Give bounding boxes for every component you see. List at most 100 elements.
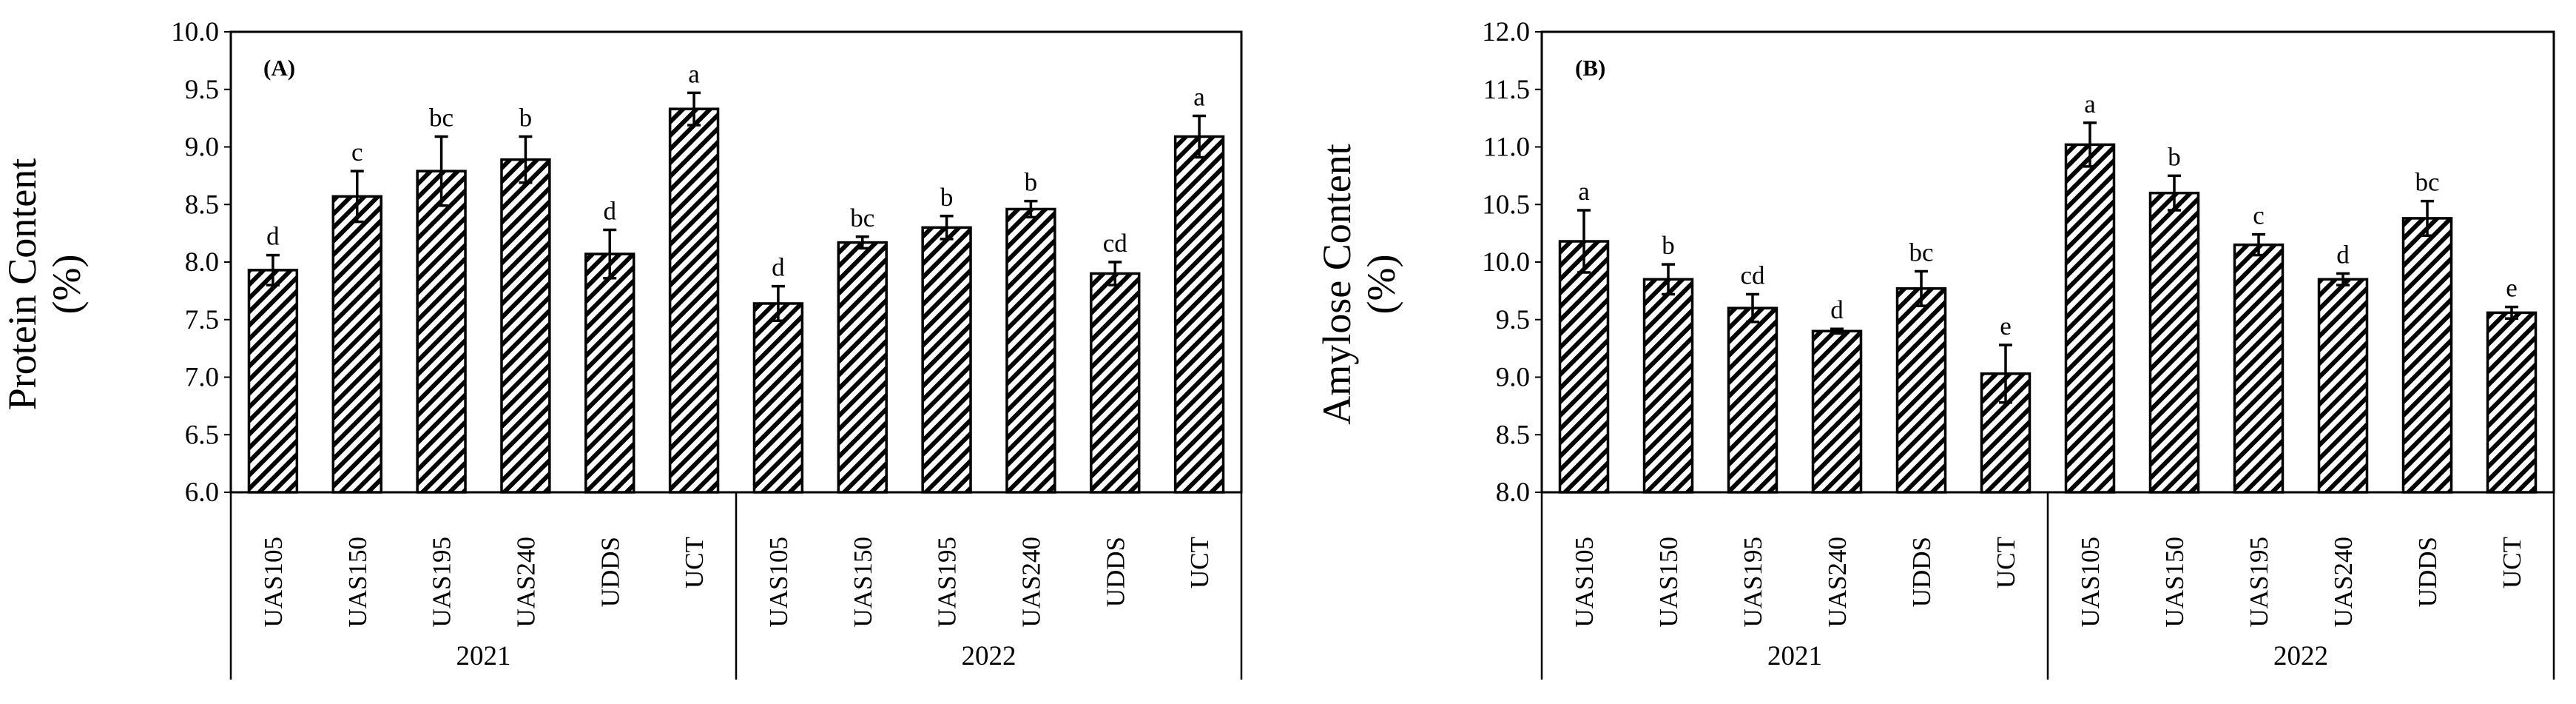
x-category-label: UAS105 — [2076, 537, 2105, 628]
x-category-label: UAS240 — [2329, 537, 2358, 628]
x-category-label: UDDS — [1101, 537, 1130, 607]
bar — [668, 107, 720, 494]
significance-letter: d — [1830, 295, 1844, 324]
x-category-label: UDDS — [1907, 537, 1936, 607]
significance-letter: c — [351, 138, 363, 167]
x-category-label: UAS195 — [428, 537, 456, 628]
x-category-label: UDDS — [2413, 537, 2442, 607]
significance-letter: bc — [1909, 238, 1933, 266]
x-group-label: 2022 — [2273, 641, 2328, 671]
significance-letter: bc — [850, 204, 874, 232]
bar — [500, 158, 551, 494]
significance-letter: d — [604, 196, 617, 225]
significance-letter: d — [266, 222, 280, 251]
significance-letter: e — [2000, 312, 2012, 341]
x-category-label: UAS150 — [343, 537, 372, 628]
y-tick-label-b: 11.0 — [1483, 133, 1530, 163]
bar — [921, 226, 972, 494]
y-tick-label-a: 6.0 — [185, 477, 219, 508]
y-tick-label-a: 6.5 — [185, 420, 219, 450]
x-category-label: UAS105 — [259, 537, 288, 628]
y-tick-label-b: 10.5 — [1482, 190, 1530, 220]
x-category-label: UAS105 — [764, 537, 793, 628]
bar — [1173, 135, 1225, 494]
significance-letter: d — [2336, 241, 2350, 269]
bar — [1727, 306, 1778, 494]
y-tick-label-b: 12.0 — [1482, 17, 1530, 47]
y-axis-label-a-line1: Protein Content — [0, 158, 44, 410]
significance-letter: b — [2168, 142, 2181, 171]
x-group-label: 2021 — [456, 641, 511, 671]
y-tick-label-a: 8.5 — [185, 190, 219, 220]
panel-label-a: (A) — [263, 55, 295, 81]
bar — [1811, 329, 1863, 494]
x-category-label: UAS240 — [1016, 537, 1045, 628]
y-tick-label-a: 10.0 — [171, 17, 219, 47]
bar — [752, 302, 804, 494]
bar — [1090, 272, 1141, 494]
y-axis-label-a: Protein Content (%) — [0, 158, 89, 410]
bar — [247, 269, 299, 494]
x-category-label: UAS240 — [511, 537, 540, 628]
y-tick-label-a: 9.5 — [185, 75, 219, 105]
bar — [2486, 311, 2538, 494]
bar — [2233, 243, 2285, 494]
significance-letter: b — [519, 104, 533, 133]
y-tick-label-a: 7.5 — [185, 305, 219, 335]
x-category-label: UAS150 — [2160, 537, 2189, 628]
x-category-label: UCT — [1185, 537, 1214, 589]
bar — [1005, 207, 1056, 494]
bar — [1558, 240, 1610, 494]
x-group-label: 2021 — [1767, 641, 1822, 671]
x-category-label: UAS150 — [1654, 537, 1683, 628]
y-tick-label-a: 8.0 — [185, 247, 219, 278]
significance-letter: a — [688, 59, 700, 88]
bar — [2317, 278, 2369, 494]
significance-letter: d — [772, 253, 785, 282]
y-tick-label-b: 11.5 — [1483, 75, 1530, 105]
bar — [1642, 278, 1694, 494]
bar — [331, 195, 382, 494]
y-tick-label-b: 9.0 — [1496, 363, 1530, 393]
x-category-label: UAS195 — [2245, 537, 2273, 628]
y-tick-label-a: 9.0 — [185, 133, 219, 163]
y-axis-label-b-line1: Amylose Content — [1315, 144, 1359, 424]
significance-letter: b — [1662, 231, 1675, 260]
significance-letter: b — [1025, 168, 1038, 197]
y-tick-label-b: 9.5 — [1496, 305, 1530, 335]
significance-letter: c — [2253, 201, 2265, 230]
significance-letter: a — [1193, 83, 1205, 112]
x-category-label: UDDS — [596, 537, 624, 607]
x-category-label: UAS195 — [1739, 537, 1767, 628]
protein-content-chart: (A) Protein Content (%) 6.0 6.5 7.0 7.5 8.0 8… — [0, 17, 1243, 680]
x-category-label: UAS240 — [1823, 537, 1852, 628]
significance-letter: a — [2084, 90, 2096, 118]
significance-letter: a — [1578, 177, 1590, 206]
bar — [1895, 287, 1947, 494]
x-group-label: 2022 — [962, 641, 1016, 671]
significance-letter: bc — [2415, 168, 2439, 197]
y-axis-label-a-line2: (%) — [44, 255, 89, 315]
panel-label-b: (B) — [1575, 55, 1605, 81]
x-category-label: UAS195 — [933, 537, 962, 628]
significance-letter: bc — [429, 104, 454, 133]
significance-letter: b — [940, 183, 954, 212]
y-tick-label-b: 8.0 — [1496, 477, 1530, 508]
significance-letter: e — [2506, 274, 2518, 303]
x-category-label: UCT — [2498, 537, 2526, 589]
significance-letter: cd — [1740, 261, 1765, 290]
y-axis-label-b: Amylose Content (%) — [1315, 144, 1403, 424]
bar — [416, 170, 467, 494]
bar — [2148, 191, 2200, 494]
bar — [837, 241, 888, 494]
bar — [584, 252, 635, 494]
x-category-label: UCT — [1992, 537, 2020, 589]
y-tick-label-b: 8.5 — [1496, 420, 1530, 450]
bar — [2064, 143, 2116, 494]
bar — [2401, 217, 2453, 494]
y-axis-label-b-line2: (%) — [1359, 255, 1403, 315]
y-tick-label-a: 7.0 — [185, 363, 219, 393]
x-category-label: UAS150 — [849, 537, 877, 628]
x-category-label: UAS105 — [1570, 537, 1599, 628]
